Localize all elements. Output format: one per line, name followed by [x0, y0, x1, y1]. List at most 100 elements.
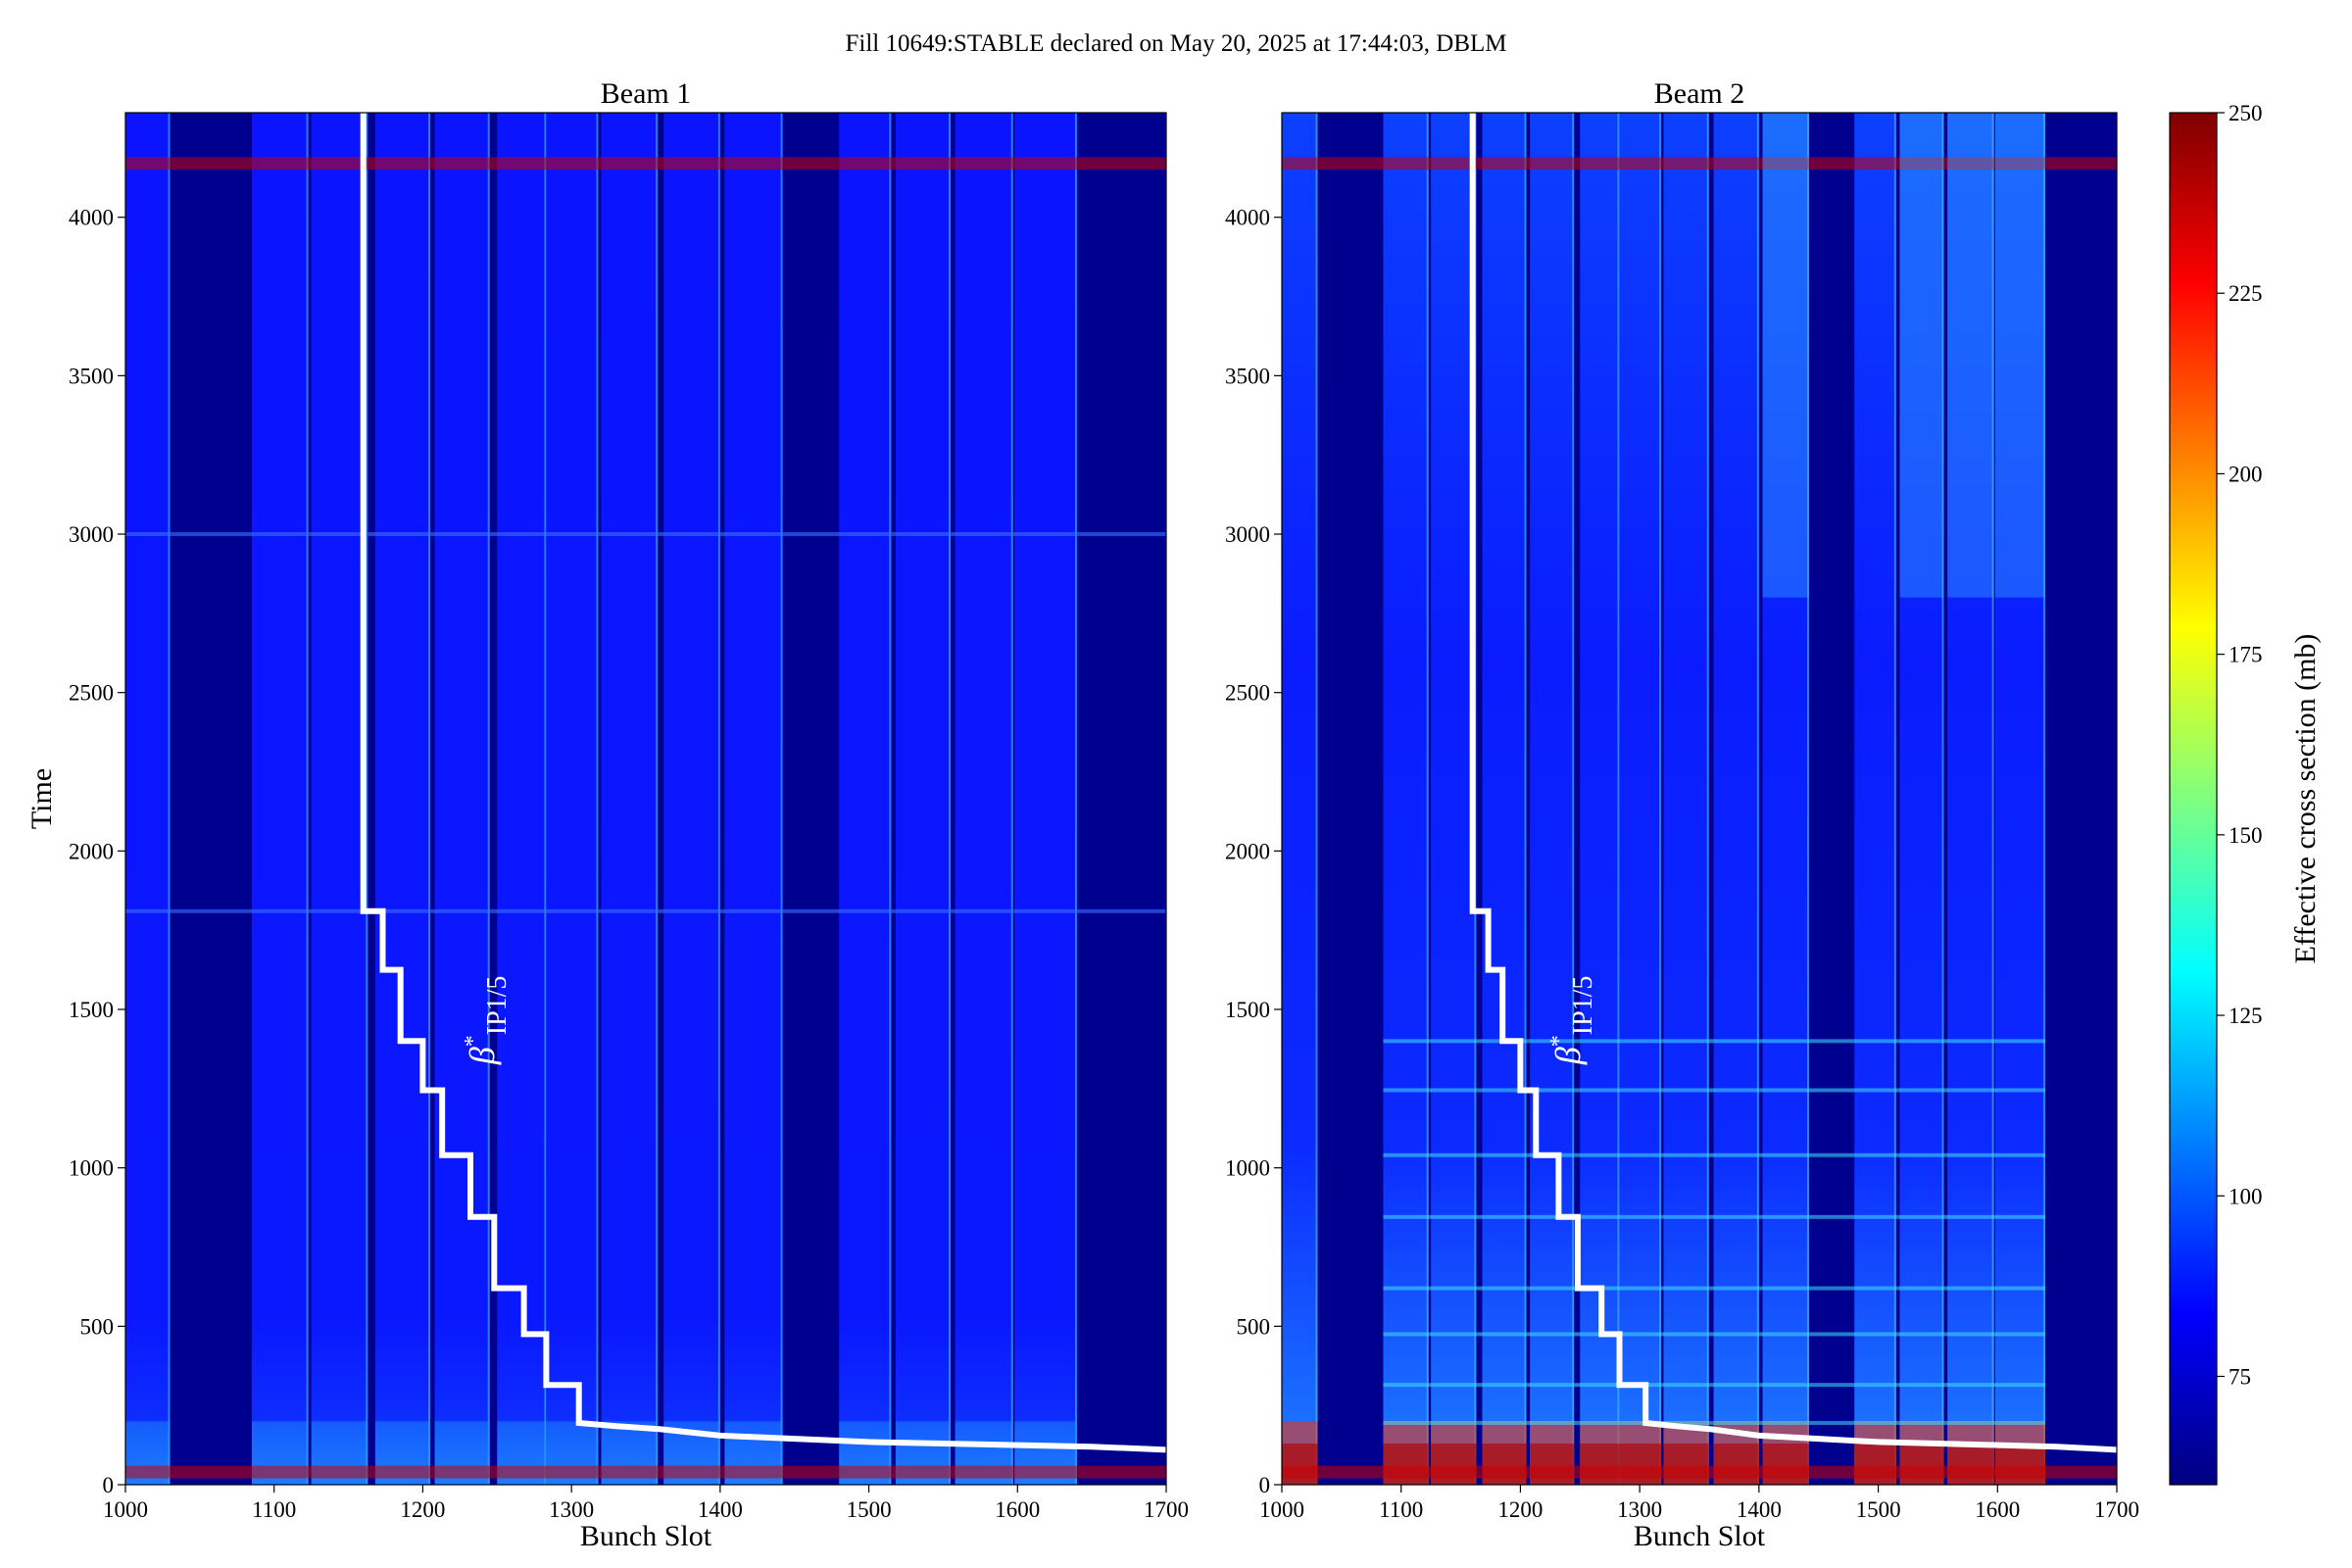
bunch-train-edge — [949, 113, 952, 1485]
bunch-train-edge — [1074, 113, 1077, 1485]
bunch-train-band — [1994, 113, 2045, 1485]
bunch-train-band — [955, 113, 1013, 1485]
colorbar-tick-label: 150 — [2229, 823, 2263, 848]
y-tick-label: 3000 — [69, 522, 114, 547]
noise-row — [1282, 157, 2117, 171]
bunch-train-edge — [1893, 113, 1896, 1485]
colorbar-tick-label: 200 — [2229, 462, 2263, 486]
x-tick-label: 1700 — [2094, 1497, 2139, 1522]
noise-row — [125, 1465, 1166, 1479]
bunch-train-edge — [1572, 113, 1575, 1485]
bunch-train-band — [1663, 113, 1709, 1485]
x-tick-label: 1200 — [400, 1497, 445, 1522]
bunch-train-edge — [1617, 113, 1620, 1485]
bunch-train-edge — [306, 113, 309, 1485]
bunch-train-band — [434, 113, 490, 1485]
bunch-train-band — [724, 113, 783, 1485]
bunch-train-low-time-band — [1619, 1443, 1662, 1485]
x-axis-label: Bunch Slot — [580, 1520, 712, 1552]
panel-title: Beam 2 — [1654, 77, 1744, 110]
bunch-train-edge — [596, 113, 599, 1485]
bunch-train-band — [1530, 113, 1575, 1485]
bunch-train-band — [1899, 113, 1944, 1485]
bunch-train-band — [374, 113, 431, 1485]
bunch-train-band — [1014, 113, 1077, 1485]
y-tick-label: 2500 — [1225, 681, 1270, 706]
bunch-train-edge — [168, 113, 171, 1485]
bunch-train-edge — [544, 113, 547, 1485]
y-tick-label: 2000 — [1225, 839, 1270, 863]
beta-star-line — [1469, 113, 2118, 1453]
bunch-train-edge — [428, 113, 431, 1485]
high-loss-glow — [1994, 113, 2045, 598]
noise-row — [125, 157, 1166, 171]
y-tick-label: 1000 — [69, 1156, 114, 1181]
high-loss-glow — [1762, 113, 1809, 598]
bunch-train-edge — [1756, 113, 1759, 1485]
y-tick-label: 500 — [80, 1314, 115, 1339]
bunch-train-low-time-band — [1947, 1443, 1994, 1485]
x-tick-label: 1500 — [847, 1497, 892, 1522]
bunch-train-low-time-band — [1663, 1443, 1709, 1485]
colorbar-tick-label: 175 — [2229, 643, 2263, 667]
bunch-train-band — [1282, 113, 1318, 1485]
bunch-train-edge — [780, 113, 783, 1485]
x-tick-label: 1200 — [1497, 1497, 1543, 1522]
bunch-train-edge — [1315, 113, 1318, 1485]
step-stripe — [1383, 1383, 2045, 1388]
step-stripe — [1383, 1332, 2045, 1337]
y-tick-label: 3500 — [1225, 364, 1270, 388]
bunch-train-low-time-band — [1899, 1443, 1944, 1485]
annotation-superscript: * — [1546, 1035, 1572, 1047]
y-tick-label: 1500 — [69, 998, 114, 1022]
bunch-train-low-time-band — [1854, 1443, 1896, 1485]
x-tick-label: 1000 — [103, 1497, 148, 1522]
colorbar: 75 100 125 150 175 200 225 250 Effective cross s… — [2169, 101, 2322, 1486]
bunch-train-edge — [1941, 113, 1944, 1485]
bunch-train-band — [1383, 113, 1429, 1485]
bunch-train-band — [601, 113, 659, 1485]
bunch-train-band — [1619, 113, 1662, 1485]
bunch-train-band — [1580, 113, 1620, 1485]
annotation-base: β — [463, 1047, 502, 1065]
colorbar-tick-label: 125 — [2229, 1004, 2263, 1028]
y-tick-label: 2500 — [69, 681, 114, 706]
bunch-train-edge — [487, 113, 490, 1485]
annotation-subscript: IP1/5 — [1568, 976, 1598, 1036]
x-tick-label: 1300 — [549, 1497, 594, 1522]
colorbar-tick-label: 225 — [2229, 281, 2263, 306]
step-stripe — [125, 908, 1166, 913]
bunch-train-band — [311, 113, 368, 1485]
x-tick-label: 1400 — [1737, 1497, 1782, 1522]
bunch-train-edge — [366, 113, 368, 1485]
bunch-train-band — [1713, 113, 1759, 1485]
y-tick-label: 4000 — [1225, 206, 1270, 230]
bunch-train-band — [497, 113, 547, 1485]
bunch-train-low-time-band — [1994, 1443, 2045, 1485]
bunch-train-band — [546, 113, 599, 1485]
colorbar-tick-label: 250 — [2229, 101, 2263, 125]
x-tick-label: 1700 — [1144, 1497, 1189, 1522]
bunch-train-edge — [1010, 113, 1013, 1485]
y-tick-label: 500 — [1237, 1314, 1271, 1339]
figure-suptitle: Fill 10649:STABLE declared on May 20, 20… — [845, 30, 1506, 57]
noise-row — [1282, 1465, 2117, 1479]
panel-beam-1: β*IP1/5 Beam 1 1000 1100 1200 1300 1400 1500 160… — [25, 77, 1189, 1552]
y-tick-label: 1500 — [1225, 998, 1270, 1022]
panel-beam-2: β*IP1/5 Beam 2 1000 1100 1200 1300 1400 1500 160… — [1225, 77, 2139, 1552]
step-stripe — [1383, 1286, 2045, 1291]
bunch-train-band — [1762, 113, 1809, 1485]
plot-frame — [124, 112, 1167, 1486]
panel-title: Beam 1 — [601, 77, 691, 110]
x-axis-label: Bunch Slot — [1634, 1520, 1766, 1552]
annotation-subscript: IP1/5 — [482, 976, 513, 1036]
bunch-train-band — [663, 113, 720, 1485]
high-loss-glow — [1947, 113, 1994, 598]
bunch-train-edge — [1706, 113, 1709, 1485]
step-stripe — [1383, 1088, 2045, 1093]
bunch-train-band — [839, 113, 892, 1485]
colorbar-label: Effective cross section (mb) — [2289, 634, 2322, 964]
bunch-train-edge — [1426, 113, 1429, 1485]
bunch-train-edge — [1659, 113, 1662, 1485]
